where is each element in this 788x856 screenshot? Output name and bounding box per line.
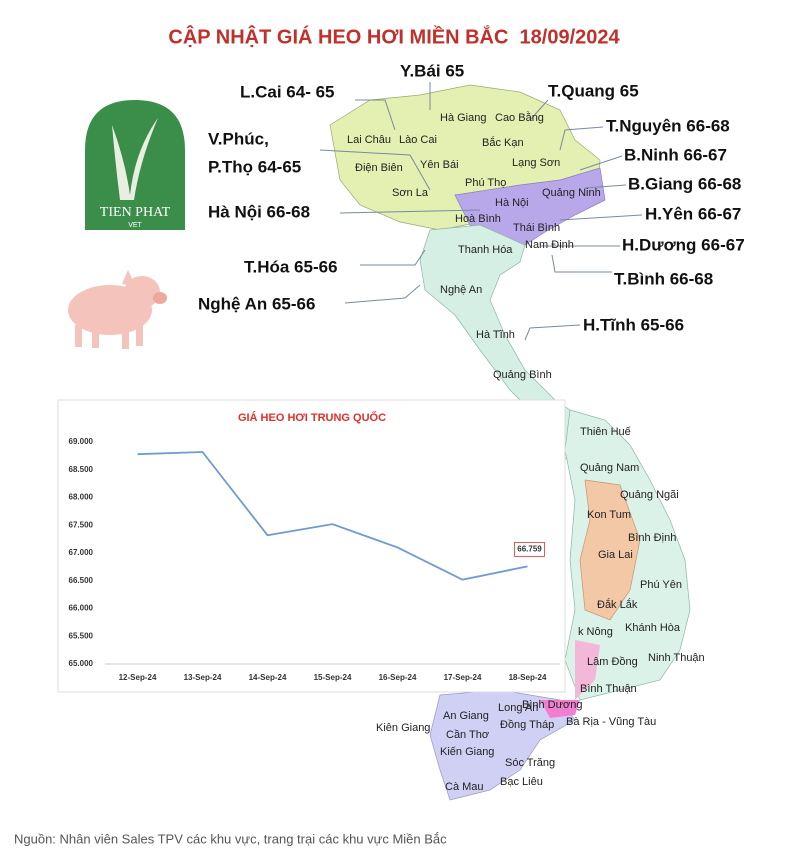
chart-title: GIÁ HEO HƠI TRUNG QUỐC <box>238 410 386 424</box>
map-label: Lâm Đồng <box>587 656 638 668</box>
map-label: k Nông <box>578 626 613 638</box>
price-label: B.Ninh 66-67 <box>624 145 727 164</box>
map-label: Ninh Thuận <box>648 652 705 664</box>
map-label: Quảng Bình <box>493 369 552 381</box>
price-label: B.Giang 66-68 <box>628 174 741 193</box>
x-tick-label: 16-Sep-24 <box>379 673 417 682</box>
map-label: Quảng Ninh <box>542 187 601 199</box>
y-tick-label: 67.500 <box>69 520 94 529</box>
map-label: Sơn La <box>392 187 429 199</box>
map-label: Lào Cai <box>399 134 437 146</box>
price-label: H.Tĩnh 65-66 <box>583 315 684 334</box>
map-label: Bình Dương <box>522 699 582 711</box>
map-label: Bắc Kạn <box>482 136 524 149</box>
y-tick-label: 66.500 <box>69 576 94 585</box>
map-label: Quảng Ngãi <box>620 489 679 501</box>
price-label: V.Phúc, <box>208 129 269 148</box>
map-label: Nghệ An <box>440 284 482 296</box>
source: Nguồn: Nhân viên Sales TPV các khu vực, … <box>14 831 447 846</box>
pig-image <box>68 270 167 349</box>
y-tick-label: 69.000 <box>69 437 94 446</box>
map-label: Phú Yên <box>640 579 682 591</box>
map-label: Long An <box>498 702 538 714</box>
logo-sub: VET <box>128 222 142 229</box>
map-label: Đắk Lắk <box>597 598 638 611</box>
x-tick-label: 15-Sep-24 <box>314 673 352 682</box>
y-tick-label: 68.000 <box>69 493 94 502</box>
logo-name: TIEN PHAT <box>100 205 171 220</box>
chart-frame <box>57 399 566 693</box>
value-label: 66.759 <box>517 544 542 553</box>
map-label: Bình Định <box>628 532 676 544</box>
map-label: Kiên Giang <box>376 722 430 734</box>
price-label: T.Bình 66-68 <box>614 269 713 288</box>
map-label: Sóc Trăng <box>505 757 555 769</box>
price-label: T.Hóa 65-66 <box>244 257 338 276</box>
map-label: Bà Rịa - Vũng Tàu <box>566 716 656 728</box>
map-label: Kiến Giang <box>440 746 494 758</box>
map-label: Cao Bằng <box>495 111 544 124</box>
x-tick-label: 18-Sep-24 <box>509 673 547 682</box>
map-label: An Giang <box>443 710 489 722</box>
title: CẬP NHẬT GIÁ HEO HƠI MIỀN BẮC 18/09/2024 <box>168 24 620 48</box>
leader-lines <box>319 82 643 341</box>
map-label: Đồng Tháp <box>500 719 554 731</box>
price-label: Nghệ An 65-66 <box>198 294 315 313</box>
price-label: H.Dương 66-67 <box>622 235 745 254</box>
map-label: Quảng Nam <box>580 462 639 474</box>
map-label: Phú Thọ <box>465 177 506 189</box>
map-label: Bình Thuận <box>580 683 637 695</box>
map-label: Hà Giang <box>440 112 486 124</box>
map-label: Yên Bái <box>420 159 459 171</box>
map-label: Lai Châu <box>347 134 391 146</box>
map-label: Cần Thơ <box>446 729 489 741</box>
logo: TIEN PHAT VET <box>85 100 185 230</box>
map-label: Điện Biên <box>355 162 403 174</box>
x-tick-label: 12-Sep-24 <box>119 673 157 682</box>
map-label: Hoà Bình <box>455 213 501 225</box>
map-label: Gia Lai <box>598 549 633 561</box>
map-label: Kon Tum <box>587 509 631 521</box>
map-label: Thanh Hóa <box>458 244 513 256</box>
x-tick-label: 17-Sep-24 <box>444 673 482 682</box>
map-label: Thái Bình <box>513 222 560 234</box>
map-label: Hà Tĩnh <box>476 329 515 341</box>
map-label: Bạc Liêu <box>500 776 543 788</box>
y-tick-label: 68.500 <box>69 465 94 474</box>
map-label: Nam Định <box>525 239 574 251</box>
price-label: L.Cai 64- 65 <box>240 82 335 101</box>
x-tick-label: 13-Sep-24 <box>184 673 222 682</box>
x-tick-label: 14-Sep-24 <box>249 673 287 682</box>
y-tick-label: 65.000 <box>69 659 94 668</box>
price-label: H.Yên 66-67 <box>645 204 741 223</box>
price-label: Y.Bái 65 <box>400 61 464 80</box>
price-label: T.Quang 65 <box>548 81 639 100</box>
price-label: Hà Nội 66-68 <box>208 202 310 221</box>
y-tick-label: 65.500 <box>69 631 94 640</box>
price-label: T.Nguyên 66-68 <box>606 116 730 135</box>
y-tick-label: 66.000 <box>69 604 94 613</box>
line <box>137 451 528 581</box>
price-label: P.Thọ 64-65 <box>208 157 301 176</box>
map-label: Khánh Hòa <box>625 622 681 634</box>
map-label: Hà Nội <box>495 197 529 209</box>
map-label: Cà Mau <box>445 781 484 793</box>
value-label-box <box>514 541 545 557</box>
map-label: Thiên Huế <box>580 426 631 438</box>
y-tick-label: 67.000 <box>69 548 94 557</box>
map-label: Lạng Sơn <box>512 157 560 169</box>
